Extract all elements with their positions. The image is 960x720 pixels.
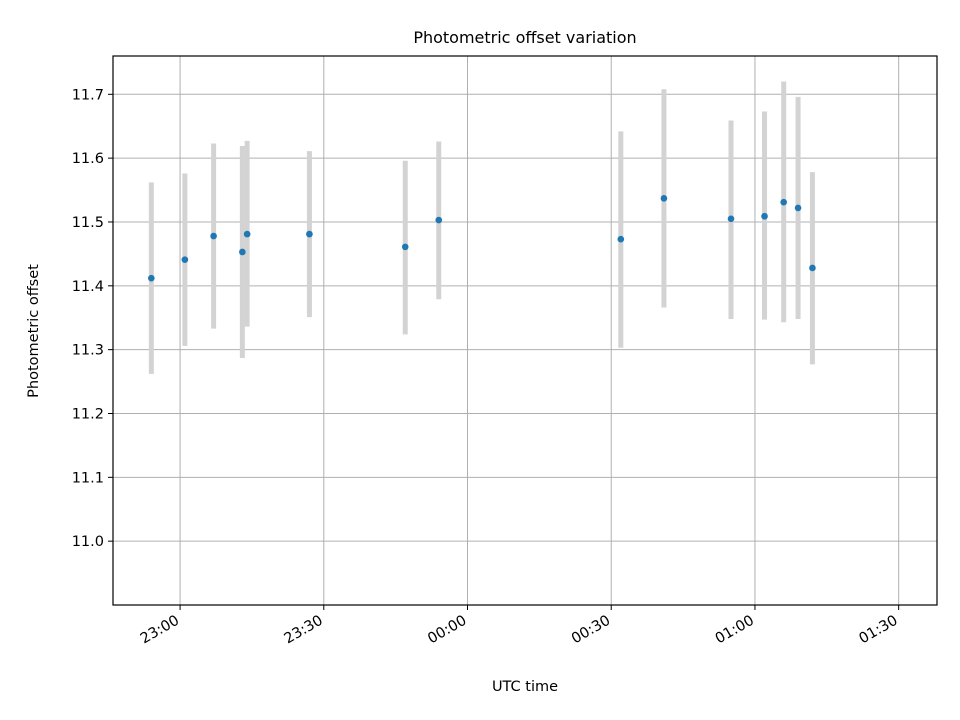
data-point [727,215,735,223]
x-tick-label: 00:30 [569,613,613,648]
x-tick-label: 23:00 [138,613,182,648]
data-point [435,216,443,224]
plot-frame [112,55,938,606]
data-point [210,232,217,240]
data-point [617,235,625,243]
data-point [181,256,189,263]
y-tick-label: 11.4 [72,279,104,295]
data-point [401,243,409,251]
y-tick-label: 11.1 [72,470,104,486]
y-tick-label: 11.0 [72,534,104,550]
y-tick-label: 11.6 [72,151,104,167]
x-tick-label: 01:30 [856,613,900,648]
error-bars [148,81,815,374]
y-tick-label: 11.2 [72,406,104,422]
data-point [761,212,768,220]
y-axis-label: Photometric offset [26,264,42,398]
chart-title: Photometric offset variation [413,28,636,47]
y-tick-label: 11.7 [72,87,104,103]
data-point [660,195,668,202]
x-axis-ticks: 23:00 23:30 00:00 00:30 01:00 01:30 [138,605,901,647]
x-axis-label: UTC time [492,679,558,695]
data-point [243,230,251,238]
x-tick-label: 01:00 [713,613,757,648]
y-tick-label: 11.5 [72,215,104,231]
data-point [306,230,313,238]
y-tick-label: 11.3 [72,343,104,359]
data-point [794,204,802,212]
data-point [780,198,787,206]
data-points [148,195,816,282]
x-tick-label: 00:00 [425,613,469,648]
data-point [148,274,155,282]
data-point [239,248,246,256]
y-axis-ticks: 11.0 11.1 11.2 11.3 11.4 11.5 11.6 11.7 [72,87,113,550]
data-point [809,264,816,272]
x-tick-label: 23:30 [282,613,326,648]
